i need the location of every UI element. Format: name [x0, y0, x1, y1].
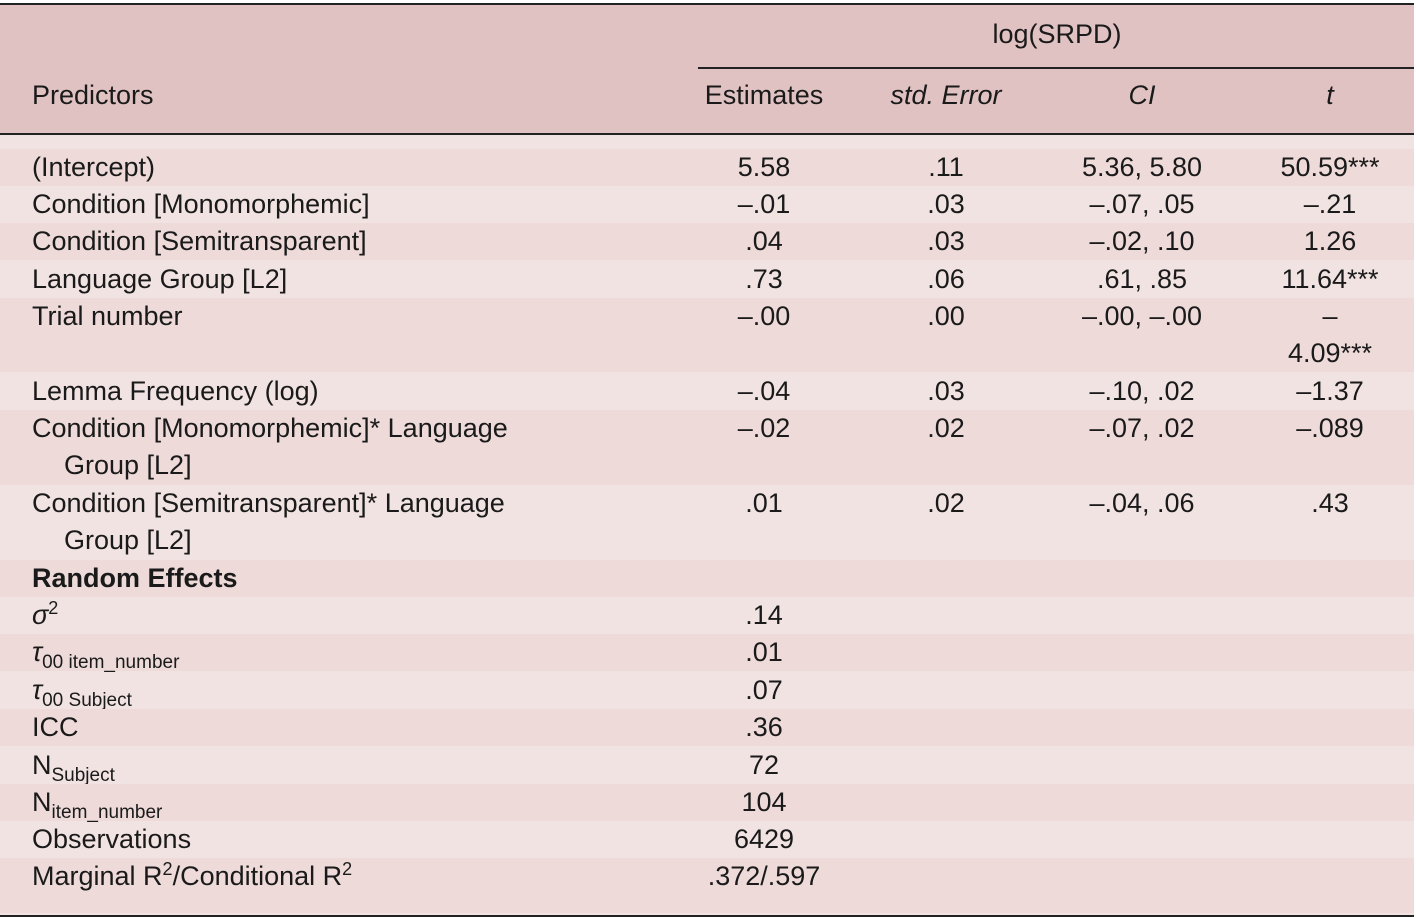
- ci-value: –.07, .02: [1089, 413, 1195, 443]
- estimate-value: –.02: [737, 413, 791, 443]
- ci-value: –.04, .06: [1089, 488, 1195, 518]
- sigma-squared-value: .14: [745, 600, 783, 630]
- col-std-error: std. Error: [890, 80, 1002, 110]
- table-row: Random Effects: [0, 560, 1414, 597]
- estimate-value: 5.58: [737, 152, 791, 182]
- std-error-value: .03: [927, 376, 965, 406]
- r-squared-value: .372/.597: [707, 861, 821, 891]
- n-subject-value: 72: [748, 750, 780, 780]
- table-header: log(SRPD) Predictors Estimates std. Erro…: [0, 5, 1414, 135]
- col-t: t: [1326, 80, 1334, 110]
- tau-subject-value: .07: [745, 675, 783, 705]
- ci-value: –.10, .02: [1089, 376, 1195, 406]
- table-row: Condition [Monomorphemic] –.01 .03 –.07,…: [0, 186, 1414, 223]
- std-error-value: .00: [927, 301, 965, 331]
- predictor-label: Language Group [L2]: [32, 264, 288, 294]
- t-value-continued: 4.09***: [1287, 338, 1373, 368]
- predictor-label: Condition [Semitransparent]: [32, 226, 367, 256]
- n-item-label: Nitem_number: [32, 787, 163, 823]
- table-row: Condition [Monomorphemic]* Language Grou…: [0, 410, 1414, 485]
- t-value: –1.37: [1296, 376, 1364, 406]
- dependent-variable-label: log(SRPD): [992, 19, 1122, 49]
- table-row: ICC .36: [0, 709, 1414, 746]
- table-row: Marginal R2/Conditional R2 .372/.597: [0, 858, 1414, 913]
- col-estimates: Estimates: [704, 80, 824, 110]
- t-value: –.21: [1303, 189, 1357, 219]
- table-row: NSubject 72: [0, 747, 1414, 786]
- table-row: τ00 item_number .01: [0, 634, 1414, 673]
- table-row: Trial number –.00 .00 –.00, –.00 – 4.09*…: [0, 298, 1414, 372]
- std-error-value: .11: [928, 152, 964, 182]
- ci-value: –.02, .10: [1089, 226, 1195, 256]
- table-row: τ00 Subject .07: [0, 672, 1414, 711]
- estimate-value: .73: [745, 264, 783, 294]
- table-row: σ2 .14: [0, 597, 1414, 634]
- ci-value: 5.36, 5.80: [1081, 152, 1203, 182]
- predictor-label: Condition [Monomorphemic]: [32, 189, 370, 219]
- estimate-value: –.00: [737, 301, 791, 331]
- n-subject-label: NSubject: [32, 750, 115, 786]
- icc-value: .36: [745, 712, 783, 742]
- estimate-value: –.04: [737, 376, 791, 406]
- t-value: 1.26: [1303, 226, 1357, 256]
- ci-value: .61, .85: [1096, 264, 1188, 294]
- std-error-value: .02: [927, 488, 965, 518]
- header-rule: [698, 67, 1414, 69]
- col-predictors: Predictors: [32, 80, 154, 110]
- r-squared-label: Marginal R2/Conditional R2: [32, 859, 353, 891]
- predictor-label: (Intercept): [32, 152, 156, 182]
- predictor-label: Condition [Semitransparent]* Language: [32, 488, 505, 518]
- table-row: Condition [Semitransparent] .04 .03 –.02…: [0, 223, 1414, 260]
- table-row: Language Group [L2] .73 .06 .61, .85 11.…: [0, 261, 1414, 298]
- estimate-value: –.01: [737, 189, 791, 219]
- ci-value: –.00, –.00: [1081, 301, 1203, 331]
- random-effects-heading: Random Effects: [32, 563, 238, 593]
- estimate-value: .01: [745, 488, 783, 518]
- std-error-value: .06: [927, 264, 965, 294]
- table-row: Observations 6429: [0, 821, 1414, 858]
- icc-label: ICC: [32, 712, 79, 742]
- std-error-value: .03: [927, 226, 965, 256]
- sigma-squared-label: σ2: [32, 598, 59, 630]
- table-row: Lemma Frequency (log) –.04 .03 –.10, .02…: [0, 373, 1414, 410]
- predictor-label-continued: Group [L2]: [64, 525, 192, 555]
- t-value: .43: [1311, 488, 1349, 518]
- t-value: 11.64***: [1281, 264, 1379, 294]
- tau-subject-label: τ00 Subject: [32, 675, 132, 711]
- t-value: –.089: [1296, 413, 1364, 443]
- t-value: 50.59***: [1280, 152, 1380, 182]
- std-error-value: .02: [927, 413, 965, 443]
- observations-label: Observations: [32, 824, 192, 854]
- predictor-label: Condition [Monomorphemic]* Language: [32, 413, 508, 443]
- predictor-label-continued: Group [L2]: [64, 450, 192, 480]
- n-item-value: 104: [741, 787, 787, 817]
- table-row: (Intercept) 5.58 .11 5.36, 5.80 50.59***: [0, 149, 1414, 186]
- table-row: Nitem_number 104: [0, 784, 1414, 823]
- tau-item-label: τ00 item_number: [32, 637, 180, 673]
- tau-item-value: .01: [745, 637, 783, 667]
- col-ci: CI: [1128, 80, 1156, 110]
- estimate-value: .04: [745, 226, 783, 256]
- observations-value: 6429: [733, 824, 795, 854]
- predictor-label: Lemma Frequency (log): [32, 376, 319, 406]
- table-row: Condition [Semitransparent]* Language Gr…: [0, 485, 1414, 560]
- predictor-label: Trial number: [32, 301, 183, 331]
- t-value: –: [1322, 301, 1338, 331]
- std-error-value: .03: [927, 189, 965, 219]
- ci-value: –.07, .05: [1089, 189, 1195, 219]
- regression-table: log(SRPD) Predictors Estimates std. Erro…: [0, 3, 1414, 917]
